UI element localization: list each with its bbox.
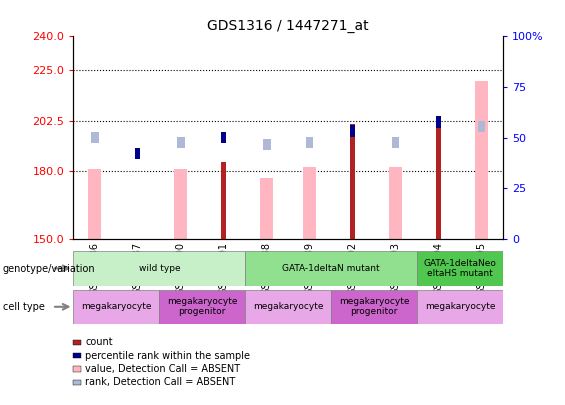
Bar — [303, 167, 316, 239]
Text: GATA-1deltaNeo
eltaHS mutant: GATA-1deltaNeo eltaHS mutant — [424, 259, 496, 278]
Bar — [475, 81, 488, 239]
Text: megakaryocyte
progenitor: megakaryocyte progenitor — [339, 297, 409, 316]
Bar — [177, 136, 185, 148]
Text: genotype/variation: genotype/variation — [3, 264, 95, 273]
Bar — [263, 139, 271, 150]
Text: percentile rank within the sample: percentile rank within the sample — [85, 351, 250, 360]
Bar — [89, 169, 101, 239]
Bar — [221, 162, 227, 239]
Bar — [436, 124, 441, 239]
Bar — [306, 136, 314, 148]
Bar — [350, 124, 355, 239]
Bar — [91, 132, 99, 143]
Bar — [260, 178, 273, 239]
Bar — [73, 251, 245, 286]
Bar — [436, 116, 441, 128]
Bar — [245, 290, 331, 324]
Bar — [417, 290, 503, 324]
Text: megakaryocyte: megakaryocyte — [81, 302, 151, 311]
Bar — [159, 290, 245, 324]
Text: count: count — [85, 337, 113, 347]
Text: megakaryocyte: megakaryocyte — [425, 302, 495, 311]
Text: GATA-1deltaN mutant: GATA-1deltaN mutant — [282, 264, 380, 273]
Title: GDS1316 / 1447271_at: GDS1316 / 1447271_at — [207, 19, 369, 33]
Bar — [73, 290, 159, 324]
Bar — [331, 290, 417, 324]
Bar — [477, 121, 485, 132]
Text: wild type: wild type — [138, 264, 180, 273]
Bar — [389, 167, 402, 239]
Text: value, Detection Call = ABSENT: value, Detection Call = ABSENT — [85, 364, 241, 374]
Text: megakaryocyte: megakaryocyte — [253, 302, 323, 311]
Bar — [221, 132, 227, 143]
Bar — [135, 148, 141, 159]
Text: rank, Detection Call = ABSENT: rank, Detection Call = ABSENT — [85, 377, 236, 387]
Text: cell type: cell type — [3, 302, 45, 312]
Bar — [392, 136, 399, 148]
Text: megakaryocyte
progenitor: megakaryocyte progenitor — [167, 297, 237, 316]
Bar — [350, 125, 355, 136]
Bar — [245, 251, 417, 286]
Bar — [417, 251, 503, 286]
Bar — [175, 169, 187, 239]
